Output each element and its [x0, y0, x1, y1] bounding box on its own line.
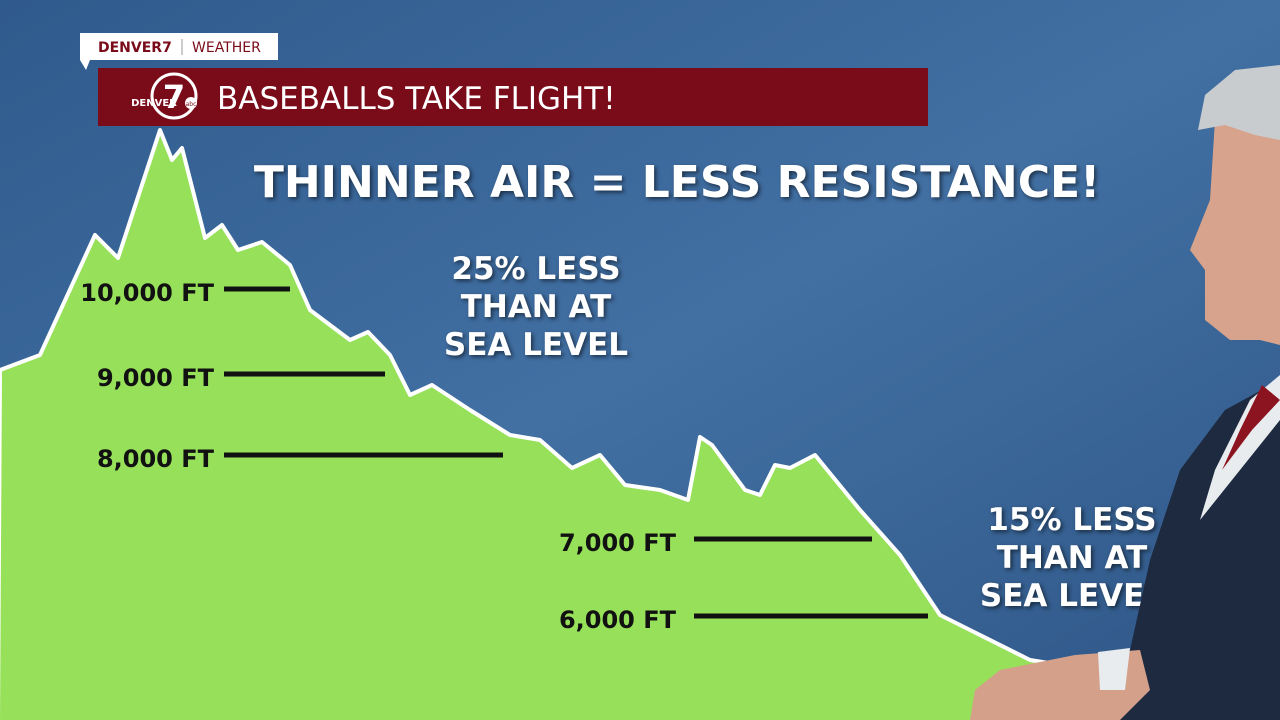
logo-ring: [150, 72, 198, 120]
banner: 7 DENVER abc BASEBALLS TAKE FLIGHT!: [98, 68, 928, 126]
elevation-lines: [224, 286, 928, 619]
logo-network: abc: [186, 101, 197, 108]
banner-background: [98, 68, 928, 126]
callout-line: 15% LESS: [987, 502, 1156, 538]
callout: 15% LESS THAN AT SEA LEVEL: [980, 502, 1164, 614]
cuff: [1098, 648, 1130, 690]
header-tag: DENVER7 WEATHER: [80, 33, 278, 70]
logo-number: 7: [163, 78, 185, 116]
section: WEATHER: [192, 40, 261, 56]
logo-network-dot: [185, 97, 197, 109]
callout-line: THAN AT: [461, 289, 612, 325]
banner-title: BASEBALLS TAKE FLIGHT!: [217, 81, 616, 117]
callout-line: SEA LEVEL: [980, 578, 1164, 614]
mountain-profile: [0, 128, 1280, 720]
tie: [1222, 385, 1280, 470]
elevation-label: 7,000 FT: [559, 529, 677, 557]
logo-text: DENVER: [131, 98, 177, 109]
hair: [1198, 65, 1280, 140]
face: [1190, 90, 1280, 345]
callout-line: THAN AT: [997, 540, 1148, 576]
callout-line: SEA LEVEL: [444, 327, 628, 363]
elevation-label: 9,000 FT: [97, 364, 215, 392]
brand: DENVER7: [98, 40, 172, 56]
headline: THINNER AIR = LESS RESISTANCE!: [254, 157, 1100, 208]
callout: 25% LESS THAN AT SEA LEVEL: [444, 251, 628, 363]
elevation-label: 6,000 FT: [559, 606, 677, 634]
elevation-label: 10,000 FT: [80, 279, 214, 307]
elevation-label: 8,000 FT: [97, 445, 215, 473]
tag-background: [80, 33, 278, 70]
callout-line: 25% LESS: [451, 251, 620, 287]
presenter: [970, 65, 1280, 720]
